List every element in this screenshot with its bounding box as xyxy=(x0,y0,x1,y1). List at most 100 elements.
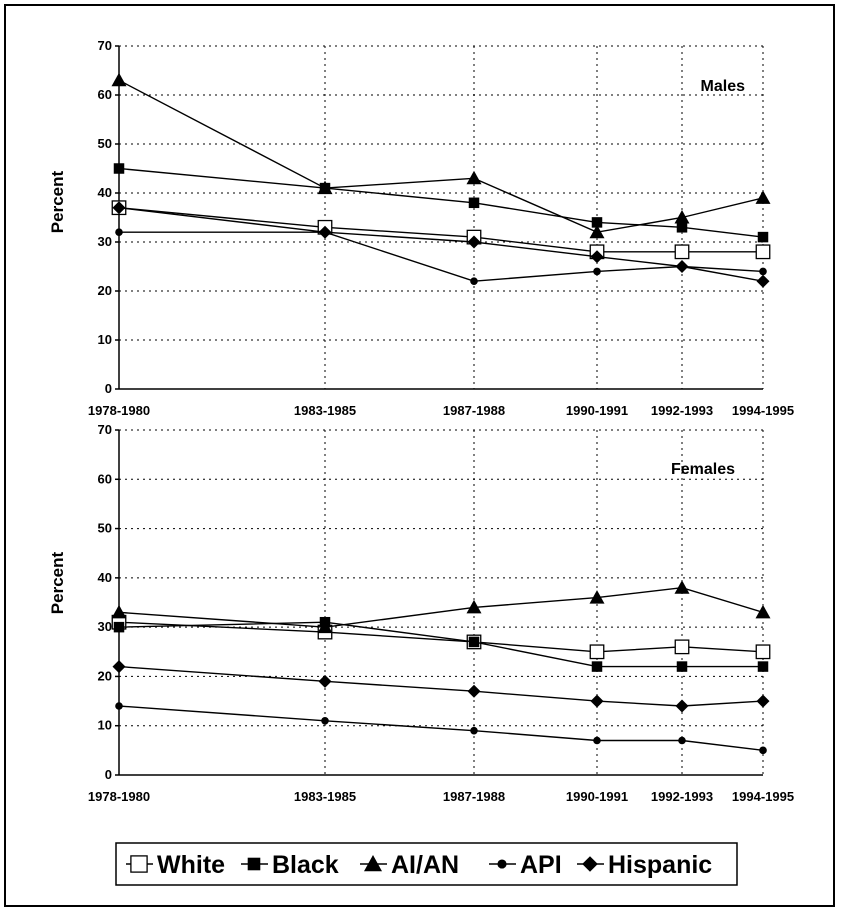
x-tick-label: 1983-1985 xyxy=(294,403,356,418)
y-tick-label: 50 xyxy=(98,136,112,151)
data-point-hispanic xyxy=(318,674,332,688)
data-point-ai-an xyxy=(466,170,482,185)
legend-marker-ai-an xyxy=(364,855,382,872)
data-point-api xyxy=(593,267,601,276)
data-point-ai-an xyxy=(755,190,771,204)
data-point-black xyxy=(591,661,603,672)
legend-item-black: Black xyxy=(241,851,339,879)
y-tick-label: 60 xyxy=(98,471,112,486)
legend-label-black: Black xyxy=(272,851,339,879)
panel-title: Females xyxy=(671,461,735,478)
legend-box xyxy=(115,842,738,886)
panel-females: 0 10 20 30 40 50 60 70 1978-1980 1983-1985 1987-19… xyxy=(48,422,794,804)
series-line-black xyxy=(118,621,763,668)
y-tick-label: 10 xyxy=(98,718,112,733)
x-tick-label: 1992-1993 xyxy=(651,789,713,804)
legend-item-white: White xyxy=(126,851,225,879)
data-point-white xyxy=(755,644,771,660)
x-tick-label: 1978-1980 xyxy=(88,403,150,418)
data-point-white xyxy=(589,644,605,660)
y-tick-label: 0 xyxy=(105,381,112,396)
data-point-black xyxy=(113,163,125,174)
data-point-api xyxy=(321,716,329,725)
panel-title: Males xyxy=(701,78,746,95)
legend-label-ai-an: AI/AN xyxy=(391,851,459,879)
data-point-ai-an xyxy=(466,599,482,614)
y-tick-label: 50 xyxy=(98,521,112,536)
legend-marker-hispanic xyxy=(582,856,598,872)
data-point-ai-an xyxy=(317,619,333,634)
data-point-ai-an xyxy=(111,72,127,87)
x-tick-label: 1994-1995 xyxy=(732,789,794,804)
figure-frame xyxy=(4,4,835,907)
y-tick-label: 0 xyxy=(105,767,112,782)
data-point-api xyxy=(470,726,478,735)
x-tick-label: 1990-1991 xyxy=(566,789,628,804)
legend: White Black AI/AN API Hispanic xyxy=(115,842,738,886)
data-point-api xyxy=(115,702,123,710)
data-point-black xyxy=(676,222,688,233)
data-point-hispanic xyxy=(318,225,332,239)
data-point-hispanic xyxy=(590,694,604,708)
legend-marker-black xyxy=(247,857,261,871)
data-point-hispanic xyxy=(112,201,126,215)
x-tick-label: 1994-1995 xyxy=(732,403,794,418)
data-point-api xyxy=(593,736,601,745)
data-point-black xyxy=(591,217,603,228)
x-tick-label: 1990-1991 xyxy=(566,403,628,418)
legend-label-white: White xyxy=(157,851,225,879)
data-point-hispanic xyxy=(675,260,689,273)
series-line-ai-an xyxy=(118,79,764,233)
data-point-api xyxy=(678,736,686,745)
y-axis-label: Percent xyxy=(48,170,67,233)
data-point-ai-an xyxy=(111,604,127,619)
data-point-white xyxy=(674,244,690,260)
data-point-api xyxy=(759,746,767,755)
data-point-ai-an xyxy=(317,180,333,195)
y-tick-label: 40 xyxy=(98,185,112,200)
data-point-ai-an xyxy=(589,590,605,604)
data-point-white xyxy=(755,244,771,260)
y-axis-label: Percent xyxy=(48,551,67,614)
data-point-black xyxy=(676,661,688,672)
series-line-black xyxy=(118,167,764,238)
y-tick-label: 10 xyxy=(98,332,112,347)
y-tick-label: 60 xyxy=(98,87,112,102)
series-line-api xyxy=(118,705,764,752)
data-point-api xyxy=(470,277,478,286)
data-point-ai-an xyxy=(755,604,771,619)
x-tick-label: 1992-1993 xyxy=(651,403,713,418)
legend-item-ai-an: AI/AN xyxy=(360,851,459,879)
legend-marker-white xyxy=(130,855,148,873)
data-point-hispanic xyxy=(590,250,604,264)
data-point-hispanic xyxy=(112,660,126,674)
legend-item-hispanic: Hispanic xyxy=(577,851,712,879)
y-tick-label: 20 xyxy=(98,668,112,683)
data-point-api xyxy=(115,228,123,236)
series-line-white xyxy=(118,207,763,253)
data-point-white xyxy=(674,639,690,655)
data-point-api xyxy=(759,267,767,276)
data-point-black xyxy=(113,621,125,633)
x-tick-label: 1987-1988 xyxy=(443,403,505,418)
legend-marker-api xyxy=(497,859,507,869)
legend-label-hispanic: Hispanic xyxy=(608,851,712,879)
data-point-ai-an xyxy=(674,210,690,224)
series-line-ai-an xyxy=(118,587,764,628)
y-tick-label: 30 xyxy=(98,234,112,249)
data-point-hispanic xyxy=(756,694,770,708)
data-point-black xyxy=(757,661,769,672)
data-point-hispanic xyxy=(467,684,481,698)
series-line-hispanic xyxy=(118,665,764,707)
panel-males: 0 10 20 30 40 50 60 70 1978-1980 1983-1985 1987-19… xyxy=(48,38,794,418)
data-point-hispanic xyxy=(675,699,689,713)
data-point-ai-an xyxy=(589,224,605,239)
data-point-black xyxy=(468,636,480,648)
y-tick-label: 30 xyxy=(98,619,112,634)
legend-label-api: API xyxy=(520,851,562,879)
y-tick-label: 20 xyxy=(98,283,112,298)
x-tick-label: 1983-1985 xyxy=(294,789,356,804)
y-tick-label: 70 xyxy=(98,422,112,437)
x-tick-label: 1987-1988 xyxy=(443,789,505,804)
